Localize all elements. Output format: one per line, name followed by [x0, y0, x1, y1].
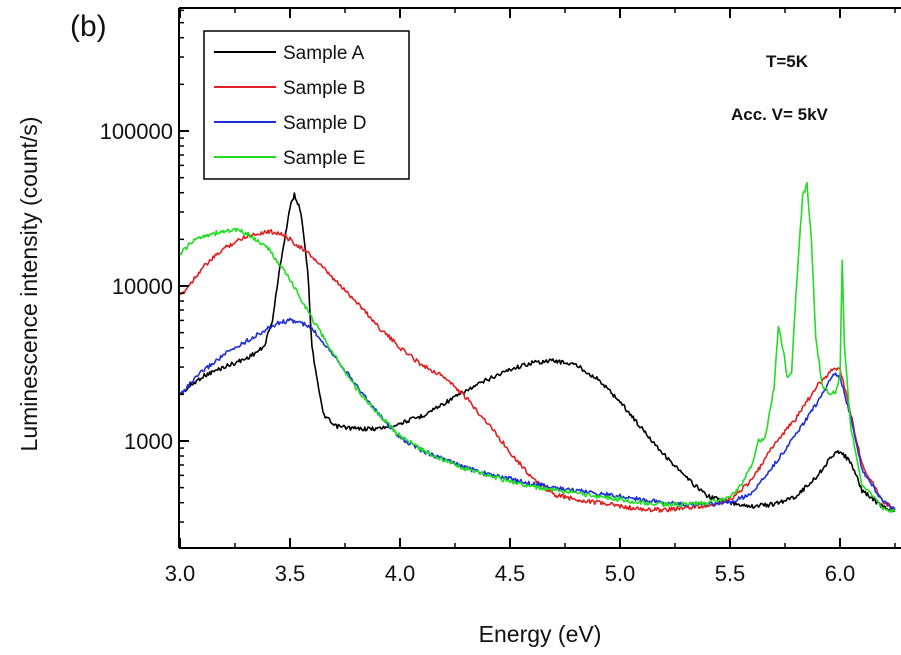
x-tick-label: 3.5: [275, 561, 306, 586]
legend-label: Sample E: [283, 148, 365, 169]
legend-label: Sample B: [283, 78, 365, 99]
legend: Sample A Sample B Sample D Sample E: [203, 30, 410, 180]
y-tick-label: 1000: [124, 429, 173, 454]
x-axis-title: Energy (eV): [479, 621, 602, 647]
series-layer: [179, 181, 896, 513]
x-tick-label: 4.0: [385, 561, 416, 586]
annotation-voltage: Acc. V= 5kV: [731, 105, 829, 124]
y-axis-title: Luminescence intensity (count/s): [16, 117, 42, 452]
ticks-layer: 3.0 3.5 4.0 4.5 5.0 5.5 6.0 1000 10000 100000: [100, 8, 896, 586]
series-line-sample-b: [179, 229, 896, 513]
series-line-sample-d: [179, 317, 896, 511]
legend-label: Sample D: [283, 113, 366, 134]
x-tick-label: 3.0: [165, 561, 196, 586]
y-tick-label: 100000: [100, 119, 173, 144]
plot-frame: [178, 7, 901, 549]
series-line-sample-e: [179, 181, 896, 513]
annotation-temperature: T=5K: [766, 52, 809, 71]
x-tick-label: 6.0: [825, 561, 856, 586]
x-tick-label: 5.0: [605, 561, 636, 586]
x-tick-label: 4.5: [495, 561, 526, 586]
legend-label: Sample A: [283, 43, 365, 64]
x-tick-label: 5.5: [715, 561, 746, 586]
series-line-sample-a: [179, 192, 896, 513]
legend-box: [203, 30, 410, 180]
y-tick-label: 10000: [112, 274, 173, 299]
panel-label: (b): [70, 10, 107, 43]
